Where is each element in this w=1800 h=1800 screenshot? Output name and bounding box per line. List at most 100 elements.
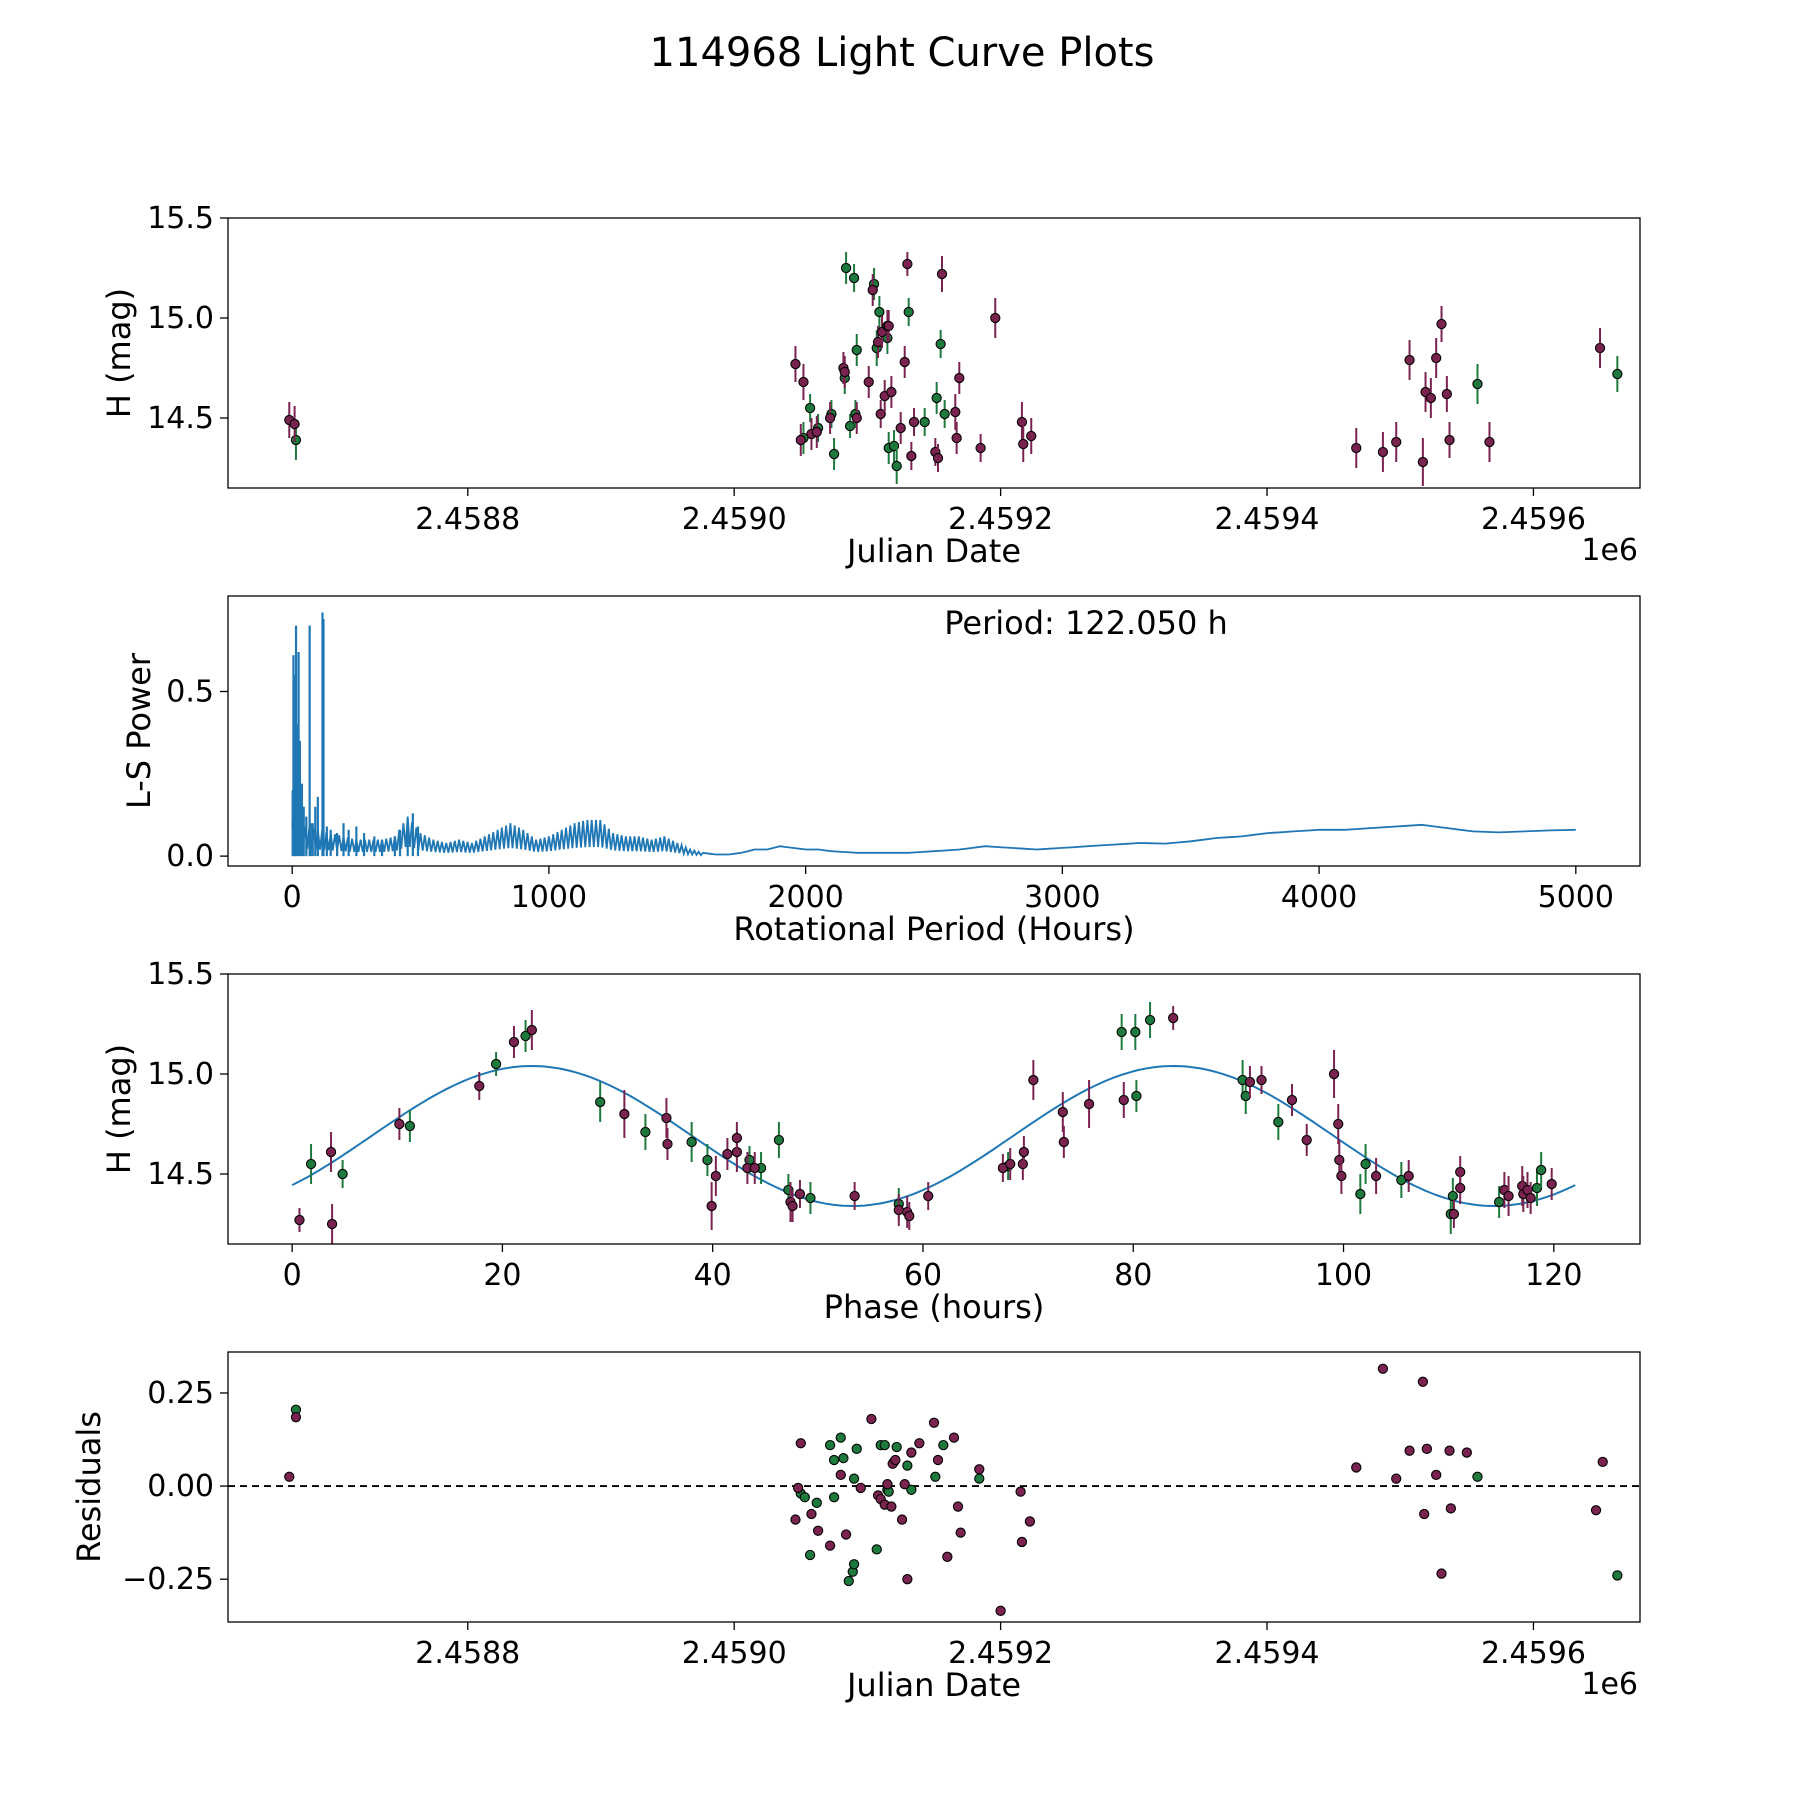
phased-point bbox=[1017, 1158, 1028, 1170]
residuals-point bbox=[974, 1464, 985, 1475]
lightcurve-point bbox=[289, 418, 300, 430]
phased-point bbox=[722, 1148, 733, 1160]
residuals-point bbox=[932, 1454, 944, 1466]
phased-point bbox=[619, 1108, 630, 1120]
phased-point bbox=[794, 1188, 806, 1200]
panel-residuals: 2.4588 2.4590 2.4592 2.4594 2.4596 0.25 0.00 −0… bbox=[70, 1351, 1641, 1704]
periodogram-curve bbox=[291, 816, 1576, 857]
residuals-point bbox=[806, 1508, 817, 1520]
lightcurve-point bbox=[951, 432, 962, 444]
lightcurve-point bbox=[867, 284, 878, 296]
phased-point bbox=[710, 1170, 721, 1182]
residuals-point bbox=[879, 1439, 890, 1451]
phased-point bbox=[1403, 1170, 1414, 1182]
phased-point bbox=[1360, 1158, 1371, 1170]
residuals-point bbox=[995, 1605, 1006, 1616]
phased-point bbox=[1144, 1014, 1156, 1026]
phased-point bbox=[749, 1162, 760, 1174]
lightcurve-point bbox=[824, 412, 836, 424]
lightcurve-point bbox=[902, 258, 913, 270]
phased-point bbox=[1328, 1068, 1340, 1080]
phased-point bbox=[1005, 1158, 1016, 1170]
phased-point bbox=[640, 1126, 651, 1138]
lightcurve-point bbox=[1351, 442, 1362, 454]
phased-point bbox=[305, 1158, 317, 1170]
lightcurve-point bbox=[851, 412, 862, 424]
lightcurve-point bbox=[863, 376, 874, 388]
phased-point bbox=[1503, 1190, 1514, 1202]
phased-point bbox=[1370, 1170, 1382, 1182]
residuals-xtick-label: 2.4594 bbox=[1215, 1636, 1320, 1671]
lightcurve-x-offset: 1e6 bbox=[1581, 533, 1638, 568]
residuals-xtick-label: 2.4596 bbox=[1481, 1636, 1586, 1671]
residuals-point bbox=[974, 1473, 985, 1484]
residuals-ytick-label: 0.25 bbox=[147, 1376, 214, 1411]
lightcurve-point bbox=[1484, 436, 1495, 448]
phased-point bbox=[474, 1080, 485, 1092]
phased-point bbox=[1336, 1170, 1347, 1182]
phased-point bbox=[404, 1120, 416, 1132]
phased-point bbox=[702, 1154, 713, 1166]
residuals-x-offset: 1e6 bbox=[1581, 1667, 1638, 1702]
phased-point bbox=[1493, 1196, 1505, 1208]
phased-point bbox=[661, 1112, 672, 1124]
lightcurve-point bbox=[851, 344, 862, 356]
phased-point bbox=[1131, 1090, 1142, 1102]
lightcurve-point bbox=[874, 306, 885, 318]
phased-point bbox=[526, 1024, 537, 1036]
lightcurve-point bbox=[848, 272, 860, 284]
phased-xtick-label: 100 bbox=[1315, 1258, 1372, 1293]
lightcurve-ytick-label: 15.0 bbox=[147, 301, 214, 336]
lightcurve-point bbox=[1612, 368, 1623, 380]
lightcurve-point bbox=[1594, 342, 1606, 354]
residuals-point bbox=[795, 1438, 806, 1449]
periodogram-xlabel: Rotational Period (Hours) bbox=[733, 910, 1134, 948]
lightcurve-point bbox=[883, 320, 894, 332]
lightcurve-point bbox=[1425, 392, 1437, 404]
residuals-point bbox=[828, 1454, 840, 1466]
residuals-point bbox=[1016, 1536, 1028, 1548]
panel-phased: 0 20 40 60 80 100 120 15.5 15.0 14.5 Phase (hours… bbox=[100, 957, 1641, 1326]
phased-point bbox=[1130, 1026, 1141, 1038]
phased-xtick-label: 40 bbox=[694, 1258, 732, 1293]
lightcurve-point bbox=[1441, 388, 1452, 400]
residuals-point bbox=[843, 1575, 854, 1587]
residuals-point bbox=[838, 1452, 849, 1464]
phased-point bbox=[662, 1138, 673, 1150]
residuals-point bbox=[899, 1479, 910, 1490]
phased-point bbox=[1118, 1094, 1129, 1106]
residuals-point bbox=[955, 1527, 966, 1538]
residuals-point bbox=[896, 1514, 908, 1525]
phased-point bbox=[893, 1204, 904, 1216]
residuals-point bbox=[906, 1447, 917, 1458]
residuals-point bbox=[855, 1482, 866, 1494]
residuals-frame bbox=[227, 1351, 1641, 1623]
lightcurve-point bbox=[1016, 416, 1028, 428]
residuals-point bbox=[812, 1525, 824, 1536]
residuals-point bbox=[792, 1482, 804, 1494]
residuals-xtick-label: 2.4588 bbox=[415, 1636, 520, 1671]
residuals-point bbox=[1419, 1508, 1430, 1520]
residuals-point bbox=[1421, 1443, 1433, 1454]
residuals-ytick-label: 0.00 bbox=[147, 1469, 214, 1504]
residuals-point bbox=[851, 1443, 862, 1454]
phased-ytick-label: 14.5 bbox=[147, 1157, 214, 1192]
lightcurve-frame bbox=[227, 217, 1641, 489]
residuals-point bbox=[866, 1413, 877, 1425]
lightcurve-point bbox=[804, 402, 816, 414]
period-annotation: Period: 122.050 h bbox=[944, 604, 1228, 642]
periodogram-xtick-label: 0 bbox=[283, 880, 302, 915]
phased-xtick-label: 80 bbox=[1114, 1258, 1152, 1293]
lightcurve-point bbox=[975, 442, 986, 454]
lightcurve-point bbox=[875, 408, 886, 420]
lightcurve-point bbox=[990, 312, 1001, 324]
lightcurve-point bbox=[828, 448, 840, 460]
residuals-point bbox=[1404, 1445, 1415, 1456]
phased-point bbox=[1058, 1136, 1069, 1148]
lightcurve-point bbox=[1472, 378, 1483, 390]
phased-point bbox=[706, 1200, 717, 1212]
phased-frame bbox=[227, 973, 1641, 1245]
lightcurve-point bbox=[1431, 352, 1442, 364]
residuals-point bbox=[828, 1492, 840, 1503]
